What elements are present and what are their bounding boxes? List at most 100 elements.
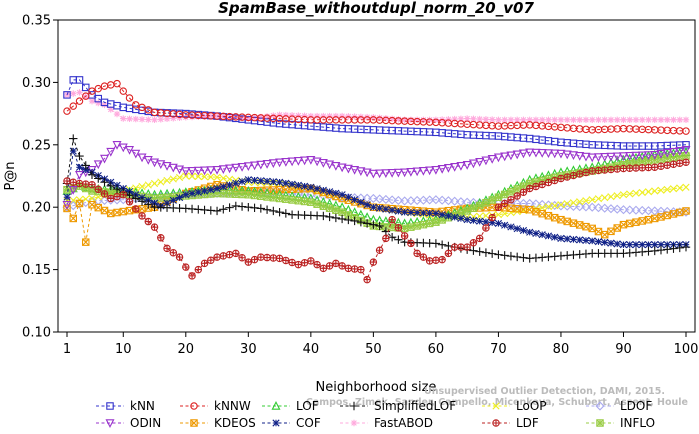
point-ldf: [382, 235, 390, 242]
point-fastabod: [126, 115, 133, 123]
point-simplifiedlof: [519, 253, 528, 262]
point-cof: [388, 206, 396, 214]
legend-label-kdeos: KDEOS: [214, 416, 256, 430]
point-kdeos: [282, 185, 290, 194]
point-kdeos: [563, 217, 571, 226]
point-simplifiedlof: [131, 194, 140, 203]
point-simplifiedlof: [212, 206, 222, 216]
legend-label-simplifiedlof: SimplifiedLOF: [374, 399, 456, 413]
point-ldof: [431, 195, 441, 205]
point-odin: [350, 166, 360, 175]
point-loop: [569, 199, 578, 207]
point-simplifiedlof: [344, 215, 353, 225]
point-ldf: [163, 245, 171, 252]
point-odin: [356, 167, 366, 177]
point-fastabod: [463, 115, 471, 122]
point-fastabod: [151, 116, 158, 124]
point-simplifiedlof: [487, 249, 497, 258]
point-ldf: [582, 169, 590, 176]
point-ldf: [132, 205, 139, 213]
point-ldf: [226, 251, 233, 258]
point-ldof: [618, 205, 629, 215]
point-simplifiedlof: [481, 248, 491, 257]
point-ldf: [126, 198, 133, 205]
point-ldf: [257, 253, 265, 261]
point-simplifiedlof: [675, 243, 684, 253]
point-cof: [369, 203, 377, 211]
point-simplifiedlof: [106, 181, 115, 191]
point-odin: [456, 162, 466, 171]
point-odin: [231, 163, 241, 173]
series-line-odin: [66, 144, 687, 205]
point-simplifiedlof: [431, 239, 441, 248]
point-simplifiedlof: [356, 217, 366, 227]
point-loop: [144, 181, 152, 189]
point-ldof: [631, 205, 641, 215]
point-ldf: [413, 250, 421, 257]
point-ldf: [326, 262, 333, 270]
point-ldf: [251, 256, 258, 263]
point-inflo: [332, 206, 340, 214]
point-ldf: [664, 162, 671, 169]
point-inflo: [257, 192, 265, 200]
point-kdeos: [488, 203, 496, 212]
point-inflo: [469, 204, 478, 212]
point-odin: [150, 158, 160, 168]
point-ldf: [282, 257, 290, 264]
point-inflo: [288, 196, 296, 204]
point-fastabod: [432, 116, 440, 124]
watermark-line-1: Unsupervised Outlier Detection, DAMI, 20…: [424, 386, 665, 397]
point-ldof: [656, 206, 666, 216]
point-ldf: [388, 216, 396, 223]
point-ldf: [376, 247, 383, 254]
point-fastabod: [451, 115, 458, 123]
point-odin: [568, 151, 578, 161]
point-inflo: [438, 216, 446, 224]
point-ldf: [232, 250, 240, 257]
point-simplifiedlof: [494, 250, 503, 259]
point-cof: [82, 166, 90, 174]
point-odin: [68, 185, 78, 195]
point-cof: [601, 238, 609, 246]
legend-marker-knnw: [190, 402, 198, 410]
point-knnw: [682, 127, 690, 135]
point-cof: [451, 213, 459, 221]
point-fastabod: [670, 116, 677, 124]
point-ldf: [151, 223, 158, 231]
point-ldf: [307, 257, 315, 265]
point-ldf: [120, 191, 127, 198]
point-ldf: [270, 254, 277, 262]
legend-label-ldf: LDF: [516, 416, 539, 430]
point-fastabod: [482, 116, 490, 123]
point-cof: [169, 196, 177, 204]
x-axis: 1 10 20 30 40 50 60 70 80 90 100: [63, 332, 698, 357]
point-cof: [626, 241, 634, 249]
point-simplifiedlof: [656, 245, 666, 255]
legend-item-lof: LOF: [262, 399, 319, 413]
point-inflo: [157, 194, 165, 202]
series-cof: [63, 147, 690, 249]
legend-marker-kdeos: [190, 419, 198, 427]
point-loop: [576, 198, 584, 206]
point-fastabod: [682, 116, 690, 124]
point-ldf: [276, 255, 283, 262]
point-inflo: [532, 178, 540, 186]
point-odin: [250, 161, 260, 171]
point-ldf: [101, 190, 108, 198]
legend-marker-kdeos: [190, 419, 198, 427]
point-kdeos: [119, 207, 127, 216]
series-ldf: [63, 158, 690, 284]
x-tick-label: 10: [115, 342, 132, 357]
point-inflo: [644, 157, 653, 165]
point-ldof: [525, 198, 535, 209]
y-axis-label: P@n: [3, 161, 18, 190]
point-simplifiedlof: [437, 240, 447, 249]
point-inflo: [307, 198, 315, 206]
legend-marker-ldof: [595, 401, 605, 411]
legend-marker-fastabod: [350, 419, 358, 427]
point-loop: [219, 174, 227, 182]
point-simplifiedlof: [669, 244, 678, 253]
point-simplifiedlof: [331, 213, 341, 223]
point-inflo: [244, 191, 252, 199]
point-ldf: [614, 165, 621, 173]
